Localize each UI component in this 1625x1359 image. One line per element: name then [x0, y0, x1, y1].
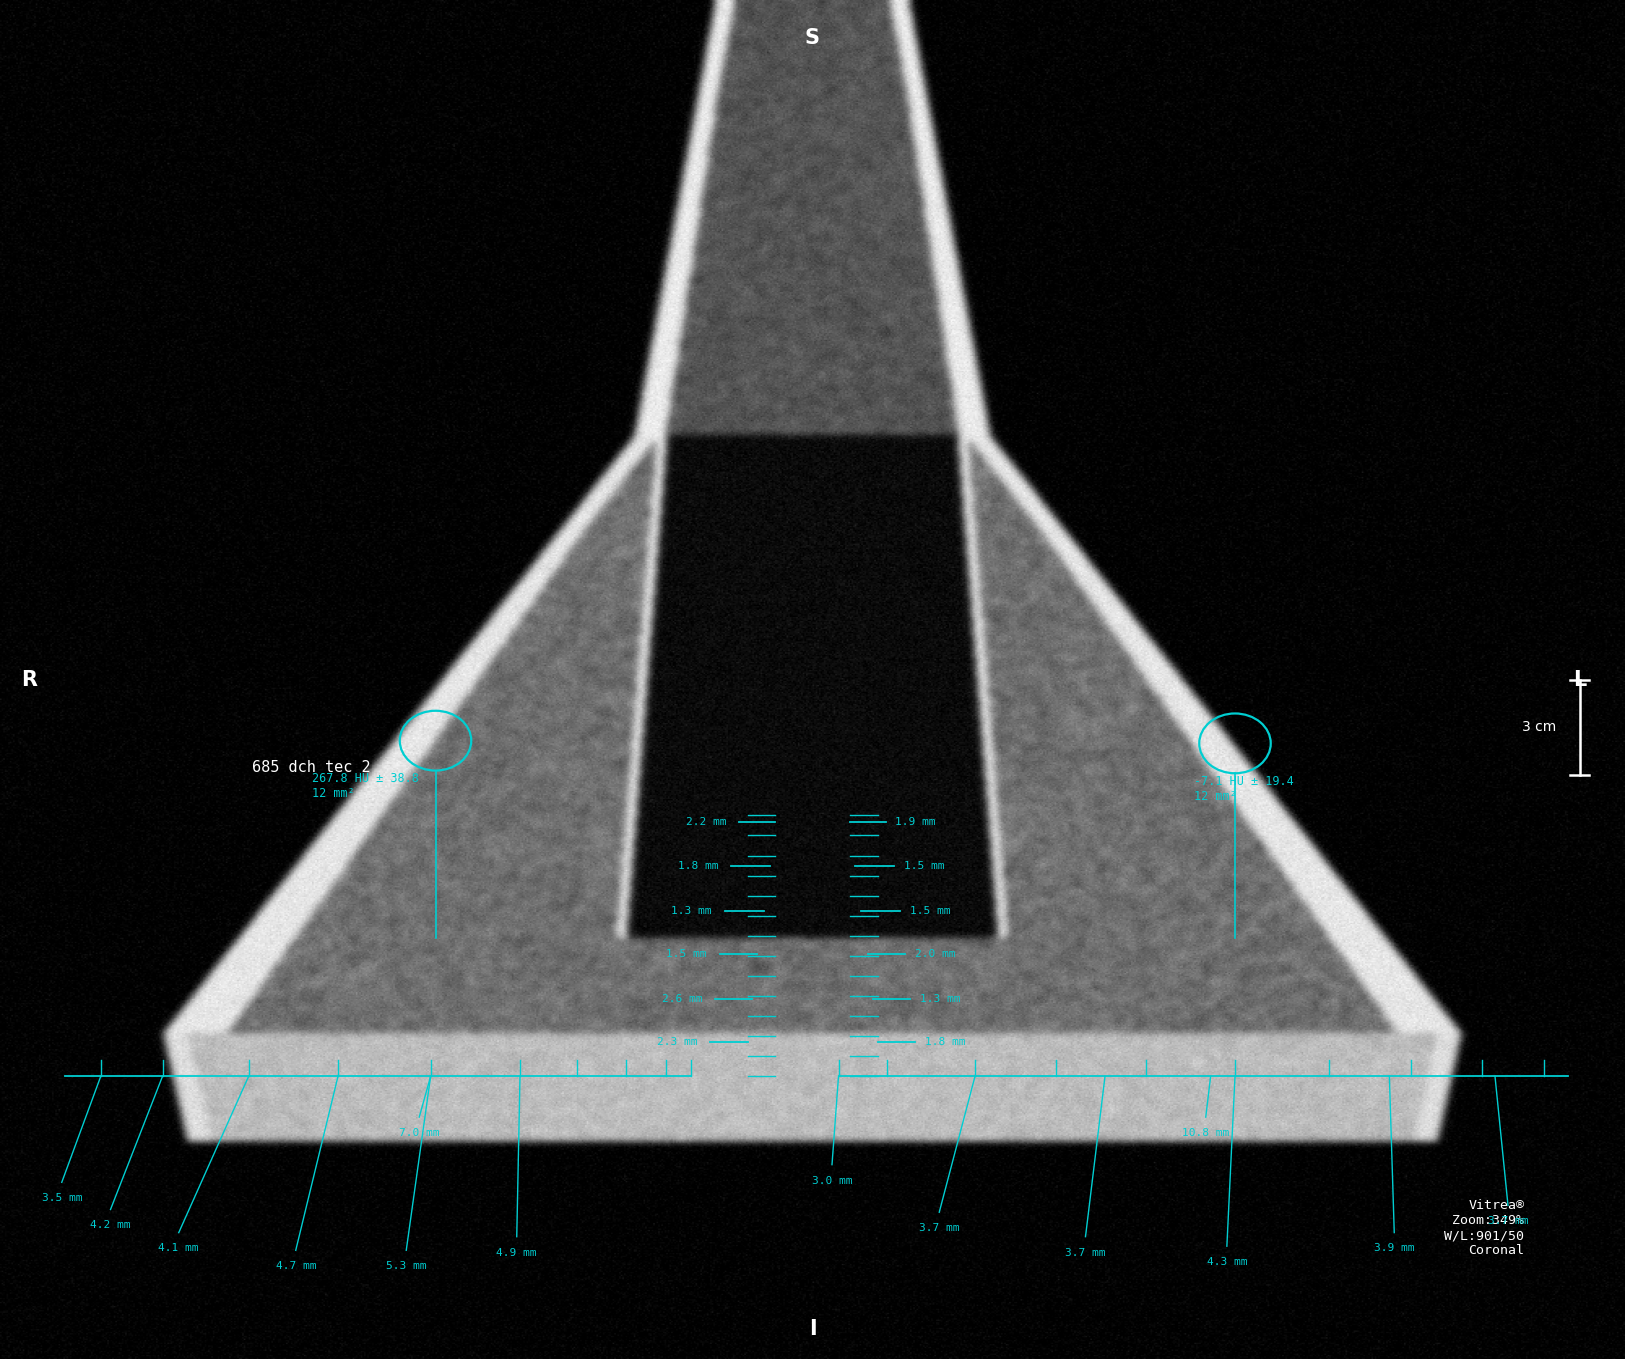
Text: 10.8 mm: 10.8 mm	[1181, 1128, 1230, 1137]
Text: 4.1 mm: 4.1 mm	[159, 1243, 198, 1253]
Text: 685 dch tec 2: 685 dch tec 2	[252, 760, 370, 776]
Text: 3.7 mm: 3.7 mm	[920, 1223, 959, 1233]
Text: 3.7 mm: 3.7 mm	[1066, 1248, 1105, 1257]
Text: S: S	[804, 29, 821, 48]
Text: 1.5 mm: 1.5 mm	[666, 949, 707, 959]
Text: 4.3 mm: 4.3 mm	[1207, 1257, 1246, 1267]
Text: 3.9 mm: 3.9 mm	[1375, 1243, 1414, 1253]
Text: 4.2 mm: 4.2 mm	[91, 1220, 130, 1230]
Text: 1.3 mm: 1.3 mm	[920, 993, 960, 1004]
Text: 1.5 mm: 1.5 mm	[910, 905, 951, 916]
Text: R: R	[21, 670, 37, 689]
Text: 2.3 mm: 2.3 mm	[656, 1037, 697, 1048]
Text: 1.9 mm: 1.9 mm	[895, 817, 936, 828]
Text: 3 cm: 3 cm	[1523, 720, 1557, 734]
Text: 3.5 mm: 3.5 mm	[42, 1193, 81, 1203]
Text: 2.0 mm: 2.0 mm	[915, 949, 955, 959]
Text: 1.3 mm: 1.3 mm	[671, 905, 712, 916]
Text: 3.7 mm: 3.7 mm	[1488, 1216, 1527, 1226]
Text: 5.3 mm: 5.3 mm	[387, 1261, 426, 1271]
Text: 4.7 mm: 4.7 mm	[276, 1261, 315, 1271]
Text: 3.0 mm: 3.0 mm	[812, 1176, 852, 1185]
Text: 4.9 mm: 4.9 mm	[497, 1248, 536, 1257]
Text: I: I	[809, 1320, 816, 1339]
Text: 267.8 HU ± 38.8
12 mm²: 267.8 HU ± 38.8 12 mm²	[312, 772, 419, 800]
Text: Vitrea®
Zoom:349%
W/L:901/50
Coronal: Vitrea® Zoom:349% W/L:901/50 Coronal	[1445, 1199, 1524, 1257]
Text: 1.8 mm: 1.8 mm	[925, 1037, 965, 1048]
Text: 1.8 mm: 1.8 mm	[678, 860, 718, 871]
Text: 7.0 mm: 7.0 mm	[400, 1128, 439, 1137]
Text: L: L	[1573, 670, 1586, 689]
Text: -7.1 HU ± 19.4
12 mm²: -7.1 HU ± 19.4 12 mm²	[1194, 775, 1294, 803]
Text: 2.2 mm: 2.2 mm	[686, 817, 726, 828]
Text: 1.5 mm: 1.5 mm	[904, 860, 944, 871]
Text: 2.6 mm: 2.6 mm	[661, 993, 702, 1004]
